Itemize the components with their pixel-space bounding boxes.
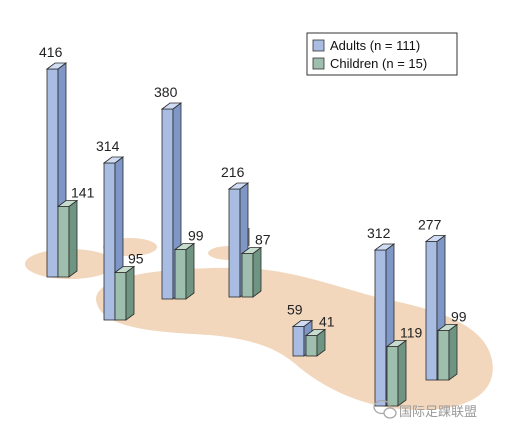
- watermark-text: 国际足踝联盟: [399, 405, 477, 420]
- bar-children-1: [56, 199, 79, 278]
- label-children-1: 141: [71, 185, 95, 201]
- label-adults-6: 312: [367, 225, 391, 241]
- label-adults-4: 216: [221, 164, 245, 180]
- value-labels-layer: 416 141 314 95 380 99 216 87 59 41 312 119 277 99: [39, 44, 467, 341]
- legend-box: [306, 32, 458, 76]
- legend: Adults (n = 111) Children (n = 15): [306, 32, 458, 76]
- label-children-2: 95: [128, 251, 144, 267]
- label-adults-7: 277: [418, 217, 442, 233]
- bars-layer: [45, 62, 459, 407]
- label-adults-5: 59: [287, 302, 303, 318]
- bar-children-6: [385, 339, 408, 407]
- label-adults-1: 416: [39, 44, 63, 60]
- label-children-4: 87: [255, 232, 271, 248]
- legend-swatch-children: [312, 57, 325, 70]
- bar-children-2: [113, 265, 136, 321]
- label-children-6: 119: [400, 325, 423, 341]
- bar-children-5: [304, 328, 327, 357]
- bar-children-4: [240, 246, 263, 298]
- label-adults-2: 314: [96, 138, 120, 154]
- label-children-5: 41: [319, 314, 335, 330]
- bar-children-7: [436, 323, 459, 381]
- legend-swatch-adults: [312, 39, 325, 52]
- watermark: 国际足踝联盟: [373, 399, 477, 420]
- legend-label-children: Children (n = 15): [330, 56, 427, 71]
- label-children-7: 99: [451, 309, 467, 325]
- wechat-icon: [373, 399, 397, 419]
- bar-children-3: [173, 242, 196, 300]
- label-adults-3: 380: [154, 84, 178, 100]
- label-children-3: 99: [188, 228, 204, 244]
- legend-label-adults: Adults (n = 111): [330, 38, 420, 53]
